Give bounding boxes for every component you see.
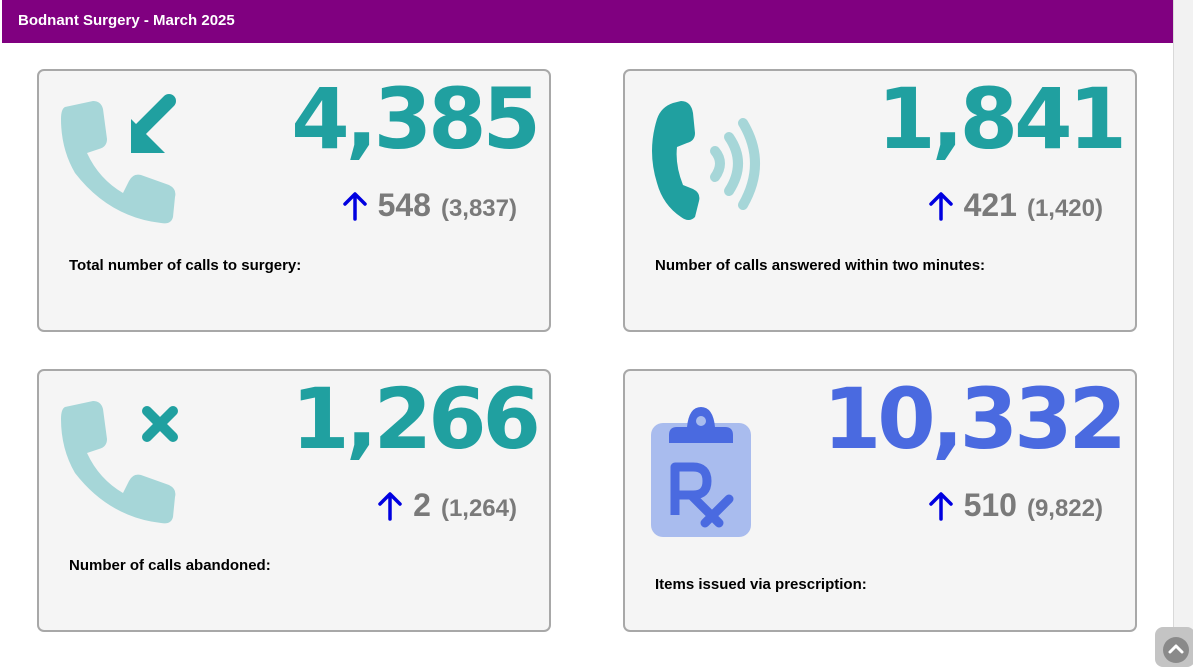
calls-abandoned-change: 2 (1,264) (377, 487, 517, 524)
phone-missed-icon (61, 401, 178, 524)
calls-abandoned-label: Number of calls abandoned: (69, 557, 271, 574)
card-calls-abandoned: 1,266 2 (1,264) Number of calls abandone… (37, 369, 551, 632)
scrollbar-track[interactable] (1174, 0, 1193, 657)
prescriptions-change: 510 (9,822) (928, 487, 1103, 524)
calls-answered-delta: 421 (963, 187, 1017, 223)
phone-incoming-icon (61, 94, 176, 224)
prescriptions-delta: 510 (963, 487, 1017, 523)
total-calls-label: Total number of calls to surgery: (69, 257, 302, 274)
calls-answered-label: Number of calls answered within two minu… (655, 257, 986, 274)
up-arrow-icon (342, 191, 367, 221)
calls-abandoned-delta: 2 (413, 487, 431, 523)
up-arrow-icon (928, 491, 953, 521)
phone-ringing-icon (652, 101, 760, 220)
calls-answered-change: 421 (1,420) (928, 187, 1103, 224)
card-prescriptions: 10,332 510 (9,822) Items issued via pres… (623, 369, 1137, 632)
prescription-clipboard-icon (651, 407, 751, 537)
calls-abandoned-value: 1,266 (291, 370, 541, 468)
prescriptions-label: Items issued via prescription: (655, 576, 867, 593)
total-calls-previous: (3,837) (440, 195, 517, 222)
up-arrow-icon (928, 191, 953, 221)
scroll-to-top-button[interactable] (1155, 627, 1193, 667)
calls-answered-value: 1,841 (877, 70, 1127, 168)
total-calls-value: 4,385 (291, 70, 541, 168)
report-header: Bodnant Surgery - March 2025 (2, 0, 1173, 43)
calls-answered-previous: (1,420) (1026, 195, 1103, 222)
prescriptions-value: 10,332 (822, 370, 1127, 468)
total-calls-change: 548 (3,837) (342, 187, 517, 224)
calls-abandoned-previous: (1,264) (440, 495, 517, 522)
card-total-calls: 4,385 548 (3,837) Total number of calls … (37, 69, 551, 332)
card-calls-answered: 1,841 421 (1,420) Number of calls answer… (623, 69, 1137, 332)
chevron-up-icon (1163, 637, 1189, 663)
prescriptions-previous: (9,822) (1026, 495, 1103, 522)
report-title: Bodnant Surgery - March 2025 (18, 12, 235, 29)
up-arrow-icon (378, 491, 402, 521)
total-calls-delta: 548 (377, 187, 431, 223)
